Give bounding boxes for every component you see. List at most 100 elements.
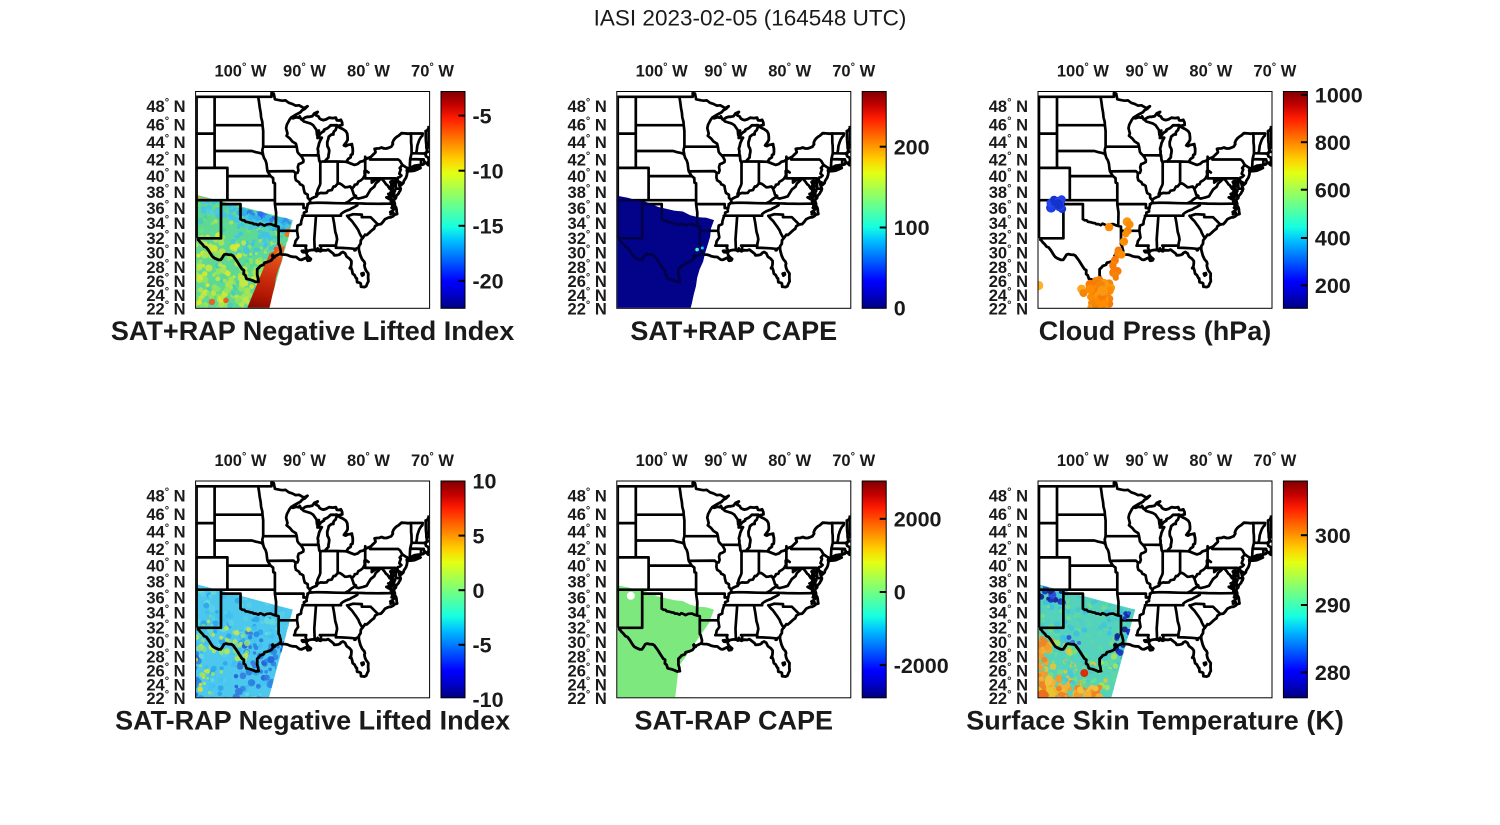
svg-text:90° W: 90° W (1125, 451, 1168, 470)
svg-text:1000: 1000 (1315, 84, 1363, 108)
svg-text:48° N: 48° N (989, 97, 1028, 116)
svg-text:28° N: 28° N (146, 648, 185, 667)
svg-text:280: 280 (1315, 661, 1351, 685)
svg-text:SAT-RAP CAPE: SAT-RAP CAPE (635, 705, 834, 735)
svg-text:5: 5 (473, 524, 485, 548)
svg-text:90° W: 90° W (1125, 62, 1168, 81)
svg-text:22° N: 22° N (989, 689, 1028, 708)
svg-text:42° N: 42° N (989, 150, 1028, 169)
svg-text:100° W: 100° W (636, 62, 689, 81)
svg-text:36° N: 36° N (989, 588, 1028, 607)
svg-text:22° N: 22° N (568, 300, 607, 319)
svg-text:80° W: 80° W (1189, 451, 1232, 470)
svg-text:100° W: 100° W (1057, 62, 1110, 81)
svg-text:26° N: 26° N (568, 662, 607, 681)
svg-text:36° N: 36° N (568, 199, 607, 218)
svg-text:32° N: 32° N (146, 229, 185, 248)
svg-text:48° N: 48° N (568, 97, 607, 116)
svg-text:36° N: 36° N (568, 588, 607, 607)
svg-text:44° N: 44° N (568, 133, 607, 152)
svg-text:70° W: 70° W (832, 62, 875, 81)
svg-text:70° W: 70° W (832, 451, 875, 470)
svg-text:-10: -10 (473, 159, 504, 183)
svg-text:34° N: 34° N (568, 214, 607, 233)
svg-text:30° N: 30° N (568, 633, 607, 652)
svg-text:70° W: 70° W (1253, 451, 1296, 470)
svg-text:70° W: 70° W (1253, 62, 1296, 81)
svg-text:SAT-RAP Negative Lifted Index: SAT-RAP Negative Lifted Index (115, 705, 510, 735)
svg-text:48° N: 48° N (989, 487, 1028, 506)
svg-text:28° N: 28° N (989, 258, 1028, 277)
svg-text:34° N: 34° N (989, 214, 1028, 233)
svg-text:42° N: 42° N (568, 150, 607, 169)
svg-text:100° W: 100° W (1057, 451, 1110, 470)
svg-text:28° N: 28° N (568, 648, 607, 667)
svg-text:100° W: 100° W (636, 451, 689, 470)
svg-text:90° W: 90° W (283, 451, 326, 470)
svg-text:-15: -15 (473, 215, 504, 239)
svg-text:40° N: 40° N (989, 556, 1028, 575)
svg-text:24° N: 24° N (568, 676, 607, 695)
svg-text:44° N: 44° N (989, 523, 1028, 542)
svg-text:24° N: 24° N (568, 286, 607, 305)
svg-text:24° N: 24° N (989, 286, 1028, 305)
svg-text:32° N: 32° N (146, 619, 185, 638)
svg-text:-5: -5 (473, 104, 492, 128)
svg-text:300: 300 (1315, 524, 1351, 548)
svg-text:26° N: 26° N (146, 272, 185, 291)
svg-text:90° W: 90° W (704, 451, 747, 470)
svg-text:46° N: 46° N (568, 505, 607, 524)
svg-text:46° N: 46° N (568, 115, 607, 134)
svg-text:46° N: 46° N (989, 115, 1028, 134)
svg-text:28° N: 28° N (568, 258, 607, 277)
svg-text:46° N: 46° N (146, 115, 185, 134)
svg-text:600: 600 (1315, 178, 1351, 202)
svg-text:200: 200 (894, 135, 930, 159)
svg-text:-5: -5 (473, 634, 492, 658)
svg-text:44° N: 44° N (146, 523, 185, 542)
svg-text:0: 0 (473, 579, 485, 603)
svg-text:38° N: 38° N (146, 183, 185, 202)
svg-text:26° N: 26° N (989, 272, 1028, 291)
svg-text:30° N: 30° N (568, 244, 607, 263)
svg-text:22° N: 22° N (568, 689, 607, 708)
svg-text:48° N: 48° N (146, 487, 185, 506)
svg-text:Cloud Press (hPa): Cloud Press (hPa) (1039, 316, 1272, 346)
svg-text:42° N: 42° N (568, 540, 607, 559)
svg-text:2000: 2000 (894, 508, 942, 532)
svg-text:48° N: 48° N (146, 97, 185, 116)
svg-text:34° N: 34° N (568, 604, 607, 623)
svg-text:80° W: 80° W (768, 62, 811, 81)
svg-text:800: 800 (1315, 131, 1351, 155)
svg-text:42° N: 42° N (146, 150, 185, 169)
svg-text:80° W: 80° W (347, 62, 390, 81)
svg-text:38° N: 38° N (989, 183, 1028, 202)
svg-text:38° N: 38° N (989, 573, 1028, 592)
svg-text:26° N: 26° N (568, 272, 607, 291)
svg-text:36° N: 36° N (989, 199, 1028, 218)
svg-text:40° N: 40° N (989, 167, 1028, 186)
svg-text:38° N: 38° N (568, 573, 607, 592)
svg-text:IASI 2023-02-05 (164548 UTC): IASI 2023-02-05 (164548 UTC) (594, 6, 907, 31)
svg-text:90° W: 90° W (283, 62, 326, 81)
svg-text:-2000: -2000 (894, 654, 949, 678)
svg-text:28° N: 28° N (989, 648, 1028, 667)
svg-text:22° N: 22° N (146, 689, 185, 708)
svg-text:32° N: 32° N (989, 619, 1028, 638)
svg-text:70° W: 70° W (411, 451, 454, 470)
svg-text:38° N: 38° N (146, 573, 185, 592)
svg-text:44° N: 44° N (568, 523, 607, 542)
svg-text:38° N: 38° N (568, 183, 607, 202)
svg-text:42° N: 42° N (989, 540, 1028, 559)
svg-text:80° W: 80° W (768, 451, 811, 470)
svg-text:SAT+RAP Negative Lifted Index: SAT+RAP Negative Lifted Index (111, 316, 514, 346)
svg-text:40° N: 40° N (146, 167, 185, 186)
svg-text:-20: -20 (473, 270, 504, 294)
svg-text:48° N: 48° N (568, 487, 607, 506)
svg-text:28° N: 28° N (146, 258, 185, 277)
svg-text:0: 0 (894, 581, 906, 605)
svg-text:290: 290 (1315, 594, 1351, 618)
svg-text:80° W: 80° W (1189, 62, 1232, 81)
svg-text:400: 400 (1315, 227, 1351, 251)
svg-text:30° N: 30° N (146, 244, 185, 263)
